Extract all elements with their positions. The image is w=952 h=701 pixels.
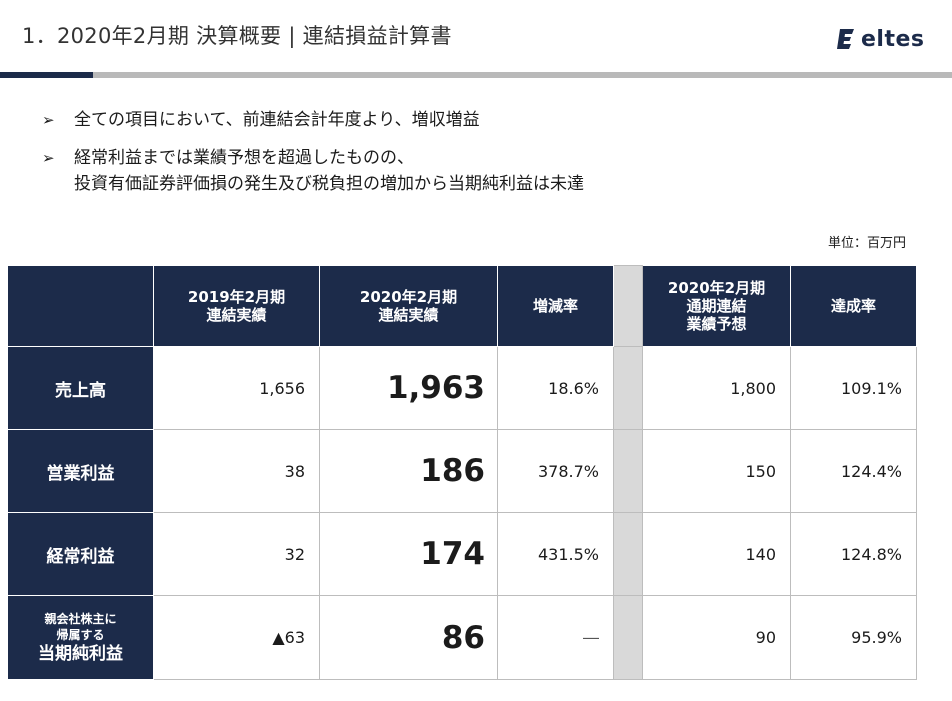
- row-label-net-income: 親会社株主に 帰属する 当期純利益: [7, 595, 154, 680]
- logo-text: eltes: [861, 26, 925, 52]
- bullet-arrow-icon: ➢: [42, 111, 55, 129]
- eltes-logo-icon: [837, 29, 854, 49]
- cell-fy2020: 86: [319, 595, 498, 680]
- page-title: 1．2020年2月期 決算概要 | 連結損益計算書: [22, 24, 452, 48]
- cell-change: 378.7%: [497, 429, 614, 513]
- cell-gap: [613, 512, 643, 596]
- summary-bullets: ➢ 全ての項目において、前連結会計年度より、増収増益 ➢ 経常利益までは業績予想…: [42, 107, 922, 209]
- cell-forecast: 140: [642, 512, 791, 596]
- table-row: 営業利益 38 186 378.7% 150 124.4%: [7, 429, 917, 513]
- header-fy2019: 2019年2月期 連結実績: [153, 265, 320, 347]
- cell-achievement: 124.8%: [790, 512, 917, 596]
- bullet-text: 経常利益までは業績予想を超過したものの、: [74, 148, 414, 168]
- cell-forecast: 90: [642, 595, 791, 680]
- cell-gap: [613, 429, 643, 513]
- header-divider: [0, 72, 952, 78]
- bullet-arrow-icon: ➢: [42, 149, 55, 167]
- header-divider-accent: [0, 72, 93, 78]
- bullet-item: ➢ 経常利益までは業績予想を超過したものの、 投資有価証券評価損の発生及び税負担…: [42, 145, 922, 197]
- cell-fy2019: 32: [153, 512, 320, 596]
- header-achievement-rate: 達成率: [790, 265, 917, 347]
- bullet-text: 全ての項目において、前連結会計年度より、増収増益: [74, 110, 480, 130]
- cell-fy2019: 38: [153, 429, 320, 513]
- company-logo: eltes: [836, 24, 925, 54]
- row-label-revenue: 売上高: [7, 346, 154, 430]
- header-forecast: 2020年2月期 通期連結 業績予想: [642, 265, 791, 347]
- cell-change: 18.6%: [497, 346, 614, 430]
- header-change-rate: 増減率: [497, 265, 614, 347]
- row-label-ordinary-profit: 経常利益: [7, 512, 154, 596]
- cell-achievement: 109.1%: [790, 346, 917, 430]
- cell-gap: [613, 595, 643, 680]
- bullet-item: ➢ 全ての項目において、前連結会計年度より、増収増益: [42, 107, 922, 133]
- cell-achievement: 124.4%: [790, 429, 917, 513]
- table-header-row: 2019年2月期 連結実績 2020年2月期 連結実績 増減率 2020年2月期 通期…: [7, 265, 917, 347]
- cell-fy2019: ▲63: [153, 595, 320, 680]
- table-row: 売上高 1,656 1,963 18.6% 1,800 109.1%: [7, 346, 917, 430]
- cell-fy2019: 1,656: [153, 346, 320, 430]
- table-row: 親会社株主に 帰属する 当期純利益 ▲63 86 ― 90 95.9%: [7, 595, 917, 680]
- cell-change: ―: [497, 595, 614, 680]
- cell-change: 431.5%: [497, 512, 614, 596]
- cell-fy2020: 174: [319, 512, 498, 596]
- table-row: 経常利益 32 174 431.5% 140 124.8%: [7, 512, 917, 596]
- header-fy2020: 2020年2月期 連結実績: [319, 265, 498, 347]
- header-gap: [613, 265, 643, 347]
- header-blank: [7, 265, 154, 347]
- cell-forecast: 1,800: [642, 346, 791, 430]
- income-statement-table: 2019年2月期 連結実績 2020年2月期 連結実績 増減率 2020年2月期 通期…: [7, 265, 917, 680]
- cell-forecast: 150: [642, 429, 791, 513]
- cell-fy2020: 186: [319, 429, 498, 513]
- row-label-operating-profit: 営業利益: [7, 429, 154, 513]
- cell-achievement: 95.9%: [790, 595, 917, 680]
- cell-gap: [613, 346, 643, 430]
- unit-label: 単位：百万円: [827, 236, 906, 251]
- bullet-text: 投資有価証券評価損の発生及び税負担の増加から当期純利益は未達: [74, 174, 584, 194]
- cell-fy2020: 1,963: [319, 346, 498, 430]
